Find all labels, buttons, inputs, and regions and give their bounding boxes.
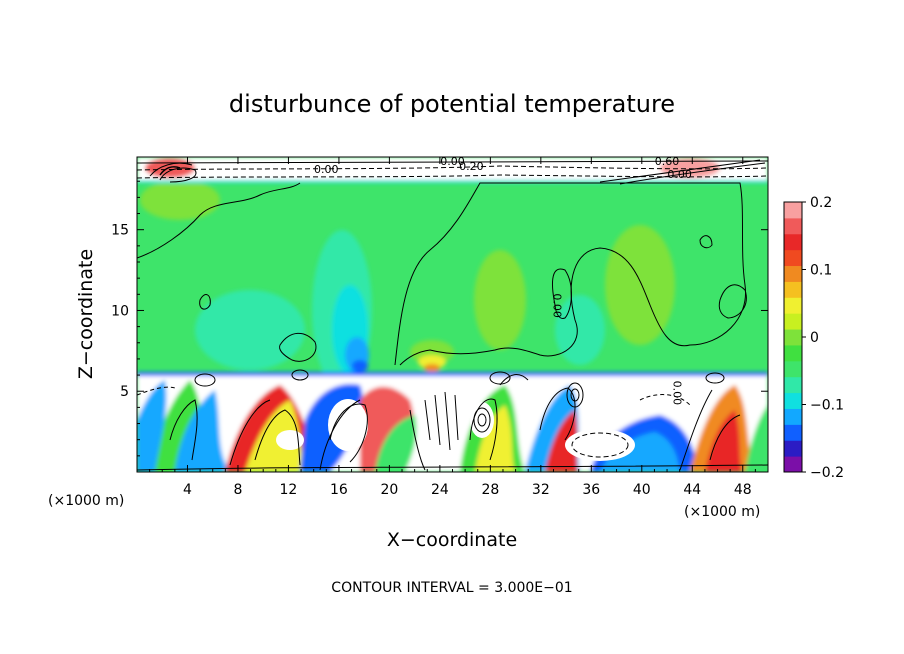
x-tick-label: 28 [481, 482, 499, 498]
colorbar-swatch [784, 265, 802, 282]
x-tick-label: 36 [582, 482, 600, 498]
y-axis: 5 10 15 [111, 180, 768, 457]
x-tick-label: 16 [330, 482, 348, 498]
colorbar-swatch [784, 392, 802, 409]
contour-label: 0.00 [670, 381, 683, 406]
colorbar-swatch [784, 313, 802, 330]
x-unit-label-left: (×1000 m) [48, 493, 124, 509]
x-tick-label: 44 [683, 482, 701, 498]
x-tick-label: 24 [431, 482, 449, 498]
colorbar-swatch [784, 329, 802, 346]
colorbar-swatch [784, 456, 802, 473]
colorbar-swatch [784, 360, 802, 378]
colorbar-swatch [784, 408, 802, 425]
colorbar-tick-label: 0.1 [810, 263, 832, 279]
x-tick-label: 4 [183, 482, 192, 498]
colorbar-tick-label: −0.2 [810, 465, 844, 481]
x-axis: 4 8 12 16 20 24 28 32 36 40 44 48 [149, 157, 756, 498]
colorbar-swatch [784, 249, 802, 267]
colorbar-tick-label: 0 [810, 330, 819, 346]
contour-label: 0.00 [440, 155, 465, 168]
y-tick-label: 10 [111, 303, 129, 319]
x-axis-label: X−coordinate [387, 529, 517, 551]
y-tick-label: 15 [111, 223, 129, 239]
y-tick-label: 5 [120, 384, 129, 400]
chart-title: disturbunce of potential temperature [229, 90, 675, 118]
x-tick-label: 48 [734, 482, 752, 498]
y-axis-label: Z−coordinate [75, 249, 97, 379]
contour-label: 0.00 [667, 168, 692, 181]
colorbar-swatch [784, 233, 802, 251]
contour-label: 0.00 [314, 163, 339, 176]
colorbar-tick-label: 0.2 [810, 195, 832, 211]
colorbar: 0.2 0.1 0 −0.1 −0.2 [783, 195, 844, 481]
contour-interval-note: CONTOUR INTERVAL = 3.000E−01 [331, 580, 572, 596]
colorbar-swatch [784, 297, 802, 314]
x-tick-label: 12 [280, 482, 298, 498]
colorbar-swatch [784, 344, 802, 362]
x-tick-label: 40 [633, 482, 651, 498]
contour-label: 0.20 [459, 160, 484, 173]
x-unit-label-right: (×1000 m) [684, 504, 760, 520]
colorbar-swatch [784, 440, 802, 457]
colorbar-swatch [784, 424, 802, 441]
temperature-field: 0.000.00 0.20 0.600.000.000.00 [137, 155, 768, 472]
contour-label: 0.00 [550, 293, 563, 318]
x-tick-label: 32 [532, 482, 550, 498]
x-tick-label: 8 [233, 482, 242, 498]
x-tick-label: 20 [380, 482, 398, 498]
colorbar-swatch [784, 202, 802, 219]
colorbar-swatch [784, 281, 802, 298]
colorbar-tick-label: −0.1 [810, 398, 844, 414]
contour-labels: 0.000.00 0.20 0.600.000.000.00 [314, 155, 692, 406]
contour-label: 0.60 [655, 155, 680, 168]
colorbar-swatch [784, 376, 802, 394]
colorbar-swatch [784, 217, 802, 235]
